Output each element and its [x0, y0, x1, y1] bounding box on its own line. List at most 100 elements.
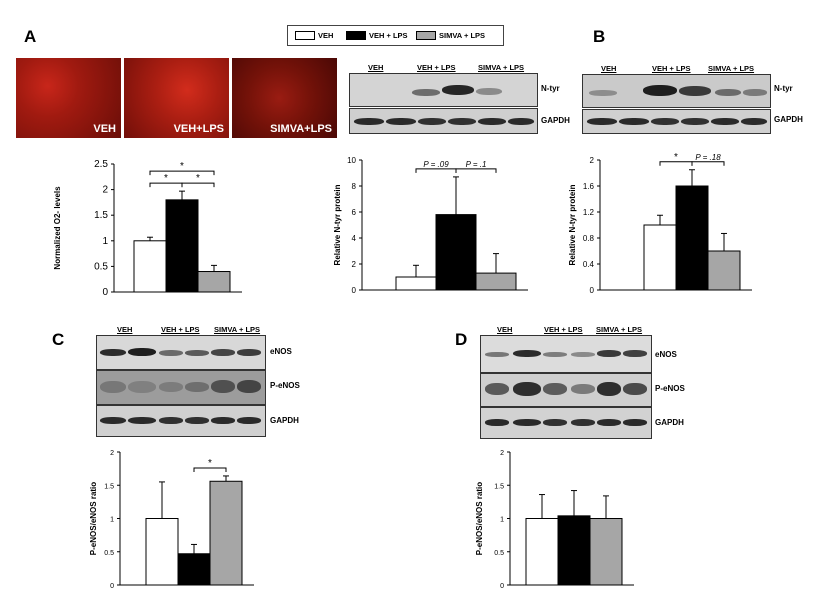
band — [485, 419, 509, 426]
blot-a-lane-simva-lps: SIMVA + LPS — [478, 63, 525, 72]
blot-d-lane-veh-lps: VEH + LPS — [544, 325, 583, 334]
y-tick-label: 6 — [352, 208, 357, 217]
legend-label-veh: VEH — [318, 30, 334, 40]
band — [643, 85, 677, 96]
bar — [177, 553, 211, 586]
y-tick-label: 1 — [102, 236, 108, 247]
blot-d-row-gapdh: GAPDH — [655, 418, 684, 427]
legend-label-veh-lps: VEH + LPS — [369, 30, 408, 40]
band — [623, 383, 647, 395]
significance-bracket — [149, 170, 215, 176]
legend-label-simva-lps: SIMVA + LPS — [439, 30, 486, 40]
blot-b-gapdh — [582, 109, 771, 134]
band — [185, 382, 209, 392]
band — [513, 350, 541, 357]
band — [237, 349, 261, 356]
legend-swatch-veh-lps — [346, 30, 366, 40]
y-axis-label: P-eNOS/eNOS ratio — [475, 482, 484, 555]
y-tick-label: 2 — [110, 450, 114, 457]
band — [100, 349, 126, 356]
band — [211, 349, 235, 356]
significance-label: * — [180, 161, 184, 172]
y-tick-label: 0.8 — [583, 234, 595, 243]
blot-d-row-peno: P-eNOS — [655, 384, 685, 393]
bar — [589, 518, 623, 586]
band — [476, 88, 502, 95]
blot-d-peno — [480, 373, 652, 407]
y-axis-label: P-eNOS/eNOS ratio — [89, 482, 98, 555]
blot-d-enos — [480, 335, 652, 373]
bar — [557, 515, 591, 586]
y-tick-label: 0 — [500, 583, 504, 590]
band — [619, 118, 649, 125]
band — [597, 419, 621, 426]
band — [681, 118, 709, 125]
bar — [395, 276, 437, 291]
band — [237, 380, 261, 393]
band — [743, 89, 767, 96]
band — [513, 382, 541, 396]
y-tick-label: 1 — [110, 517, 114, 524]
significance-bracket — [455, 168, 497, 173]
band — [354, 118, 384, 125]
y-tick-label: 4 — [352, 234, 357, 243]
blot-b-lane-veh-lps: VEH + LPS — [652, 64, 691, 73]
band — [543, 352, 567, 357]
band — [571, 419, 595, 426]
significance-label: P = .18 — [695, 153, 721, 162]
y-tick-label: 1.5 — [494, 483, 504, 490]
y-tick-label: 2 — [102, 185, 108, 196]
significance-label: * — [208, 458, 212, 469]
legend-item-simva-lps: SIMVA + LPS — [416, 30, 485, 40]
y-tick-label: 0 — [102, 287, 108, 298]
band — [513, 419, 541, 426]
band — [508, 118, 534, 125]
legend-swatch-simva-lps — [416, 30, 436, 40]
blot-c-peno — [96, 370, 266, 405]
significance-label: * — [674, 152, 678, 163]
y-tick-label: 0.5 — [104, 550, 114, 557]
y-tick-label: 1.5 — [94, 210, 108, 221]
band — [159, 350, 183, 356]
band — [159, 382, 183, 392]
blot-d-lane-veh: VEH — [497, 325, 513, 334]
bar — [643, 224, 677, 291]
blot-c-lane-veh-lps: VEH + LPS — [161, 325, 200, 334]
blot-c-row-gapdh: GAPDH — [270, 416, 299, 425]
blot-a-row-ntyr: N-tyr — [541, 84, 560, 93]
legend-swatch-veh — [295, 30, 315, 40]
band — [386, 118, 416, 125]
band — [128, 348, 156, 356]
significance-bracket — [691, 161, 725, 166]
band — [128, 417, 156, 424]
blot-c-enos — [96, 335, 266, 370]
blot-a-lane-veh: VEH — [368, 63, 384, 72]
bar — [525, 518, 559, 586]
blot-b-ntyr — [582, 74, 771, 108]
panel-letter-b: B — [593, 27, 606, 46]
band — [237, 417, 261, 424]
micrograph-veh-lps: VEH+LPS — [124, 58, 229, 138]
blot-b-lane-simva-lps: SIMVA + LPS — [708, 64, 755, 73]
y-tick-label: 1.6 — [583, 182, 595, 191]
micrograph-label-veh-lps: VEH+LPS — [173, 123, 224, 135]
legend-item-veh-lps: VEH + LPS — [346, 30, 408, 40]
y-tick-label: 2 — [500, 450, 504, 457]
significance-label: * — [196, 173, 200, 184]
y-tick-label: 1.2 — [583, 208, 595, 217]
micrograph-simva-lps: SIMVA+LPS — [232, 58, 337, 138]
blot-b-lane-veh: VEH — [601, 64, 617, 73]
band — [543, 419, 567, 426]
band — [571, 352, 595, 357]
band — [485, 352, 509, 357]
panel-letter-c: C — [52, 330, 65, 349]
blot-c-lane-simva-lps: SIMVA + LPS — [214, 325, 261, 334]
band — [485, 383, 509, 395]
blot-b-row-ntyr: N-tyr — [774, 84, 793, 93]
blot-c-lane-veh: VEH — [117, 325, 133, 334]
blot-a-row-gapdh: GAPDH — [541, 116, 570, 125]
band — [418, 118, 446, 125]
y-tick-label: 10 — [347, 156, 356, 165]
